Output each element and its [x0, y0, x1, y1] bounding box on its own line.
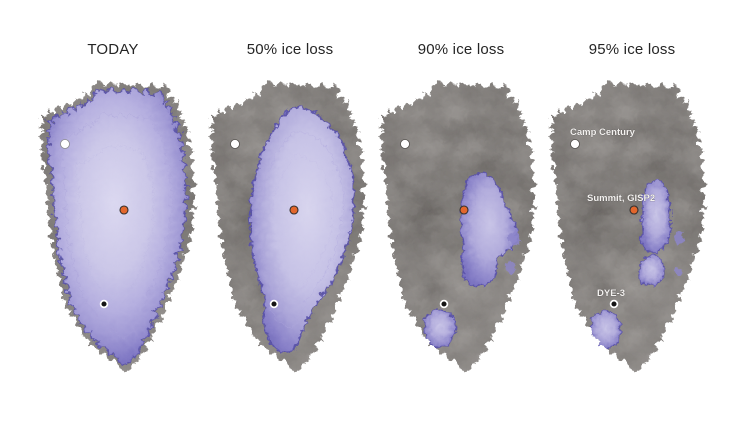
map-90-ice-loss: [361, 78, 545, 376]
dye-3-marker: [99, 299, 109, 309]
panel-title-95: 95% ice loss: [588, 41, 676, 58]
camp-century-marker-ring: [400, 139, 410, 149]
camp-century-marker-ring: [570, 139, 580, 149]
panel-title-90: 90% ice loss: [417, 41, 505, 58]
summit-gisp2-marker: [629, 205, 639, 215]
dye-3-marker: [439, 299, 449, 309]
map-today: [21, 78, 205, 376]
ice-extent-today: [45, 86, 187, 363]
map-50-ice-loss: [191, 78, 375, 376]
dye-3-label: DYE-3: [597, 288, 625, 299]
camp-century-label: Camp Century: [570, 127, 636, 138]
map-95-ice-loss: Camp Century Summit, GISP2 DYE-3: [531, 78, 715, 376]
camp-century-marker: [400, 139, 410, 149]
greenland-maps: Camp Century Summit, GISP2 DYE-3: [0, 78, 754, 424]
camp-century-marker-ring: [230, 139, 240, 149]
summit-gisp2-marker: [459, 205, 469, 215]
summit-gisp2-label: Summit, GISP2: [587, 193, 655, 204]
dye-3-marker: [269, 299, 279, 309]
camp-century-marker: [230, 139, 240, 149]
panel-title-50: 50% ice loss: [246, 41, 334, 58]
dye-3-marker: [609, 299, 619, 309]
camp-century-marker: [570, 139, 580, 149]
camp-century-marker: [60, 139, 70, 149]
summit-gisp2-marker: [119, 205, 129, 215]
panel-title-today: TODAY: [87, 41, 139, 58]
camp-century-marker-ring: [60, 139, 70, 149]
bedrock-95: [531, 78, 715, 376]
summit-gisp2-marker: [289, 205, 299, 215]
ice-extent-50: [249, 105, 353, 350]
